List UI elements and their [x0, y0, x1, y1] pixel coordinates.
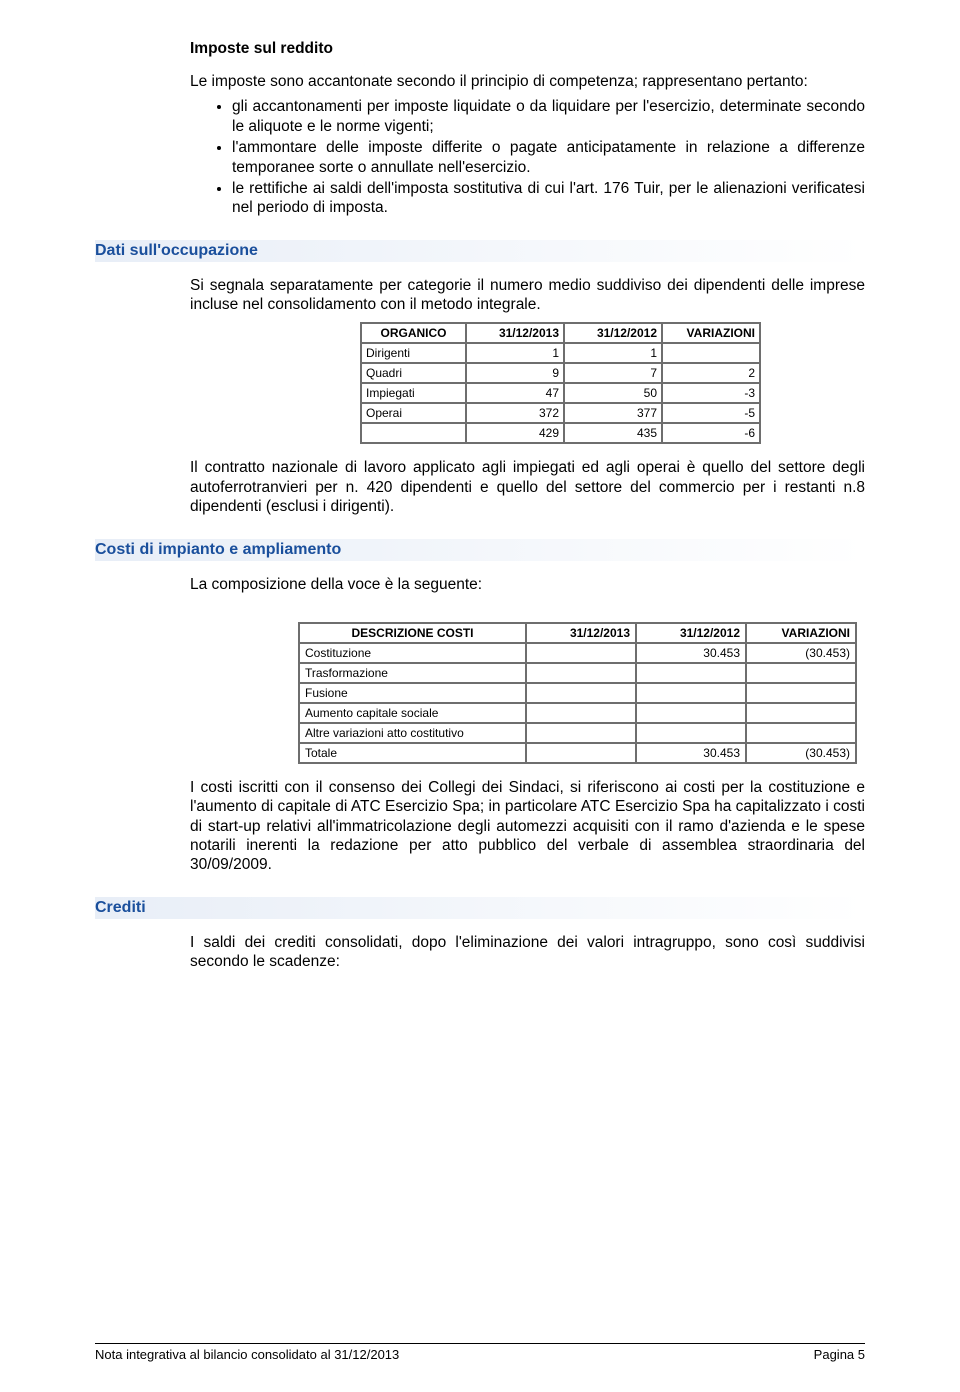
table-row: Impiegati 47 50 -3 — [361, 383, 760, 403]
cell — [526, 703, 636, 723]
col-organico: ORGANICO — [361, 323, 466, 343]
cell — [526, 663, 636, 683]
cell — [746, 663, 856, 683]
cell: Operai — [361, 403, 466, 423]
cell: Altre variazioni atto costitutivo — [299, 723, 526, 743]
table-total-row: Totale 30.453 (30.453) — [299, 743, 856, 763]
cell: Impiegati — [361, 383, 466, 403]
cell: Fusione — [299, 683, 526, 703]
imposte-bullet: gli accantonamenti per imposte liquidate… — [232, 97, 865, 136]
table-row: Quadri 9 7 2 — [361, 363, 760, 383]
cell: Totale — [299, 743, 526, 763]
table-row: Fusione — [299, 683, 856, 703]
cell: -6 — [662, 423, 760, 443]
cell: 50 — [564, 383, 662, 403]
cell: Trasformazione — [299, 663, 526, 683]
cell — [746, 683, 856, 703]
cell: 372 — [466, 403, 564, 423]
cell: (30.453) — [746, 643, 856, 663]
cell — [636, 683, 746, 703]
occupazione-after: Il contratto nazionale di lavoro applica… — [190, 458, 865, 516]
table-row: Costituzione 30.453 (30.453) — [299, 643, 856, 663]
cell — [526, 683, 636, 703]
cell: 30.453 — [636, 743, 746, 763]
cell: Aumento capitale sociale — [299, 703, 526, 723]
cell: 30.453 — [636, 643, 746, 663]
cell: Quadri — [361, 363, 466, 383]
organico-table: ORGANICO 31/12/2013 31/12/2012 VARIAZION… — [360, 322, 761, 444]
cell: -5 — [662, 403, 760, 423]
table-row: Trasformazione — [299, 663, 856, 683]
imposte-section: Imposte sul reddito Le imposte sono acca… — [190, 40, 865, 218]
cell — [662, 343, 760, 363]
cell — [636, 723, 746, 743]
col-2012: 31/12/2012 — [564, 323, 662, 343]
cell — [746, 703, 856, 723]
cell — [526, 743, 636, 763]
cell: 7 — [564, 363, 662, 383]
cell: 47 — [466, 383, 564, 403]
table-total-row: 429 435 -6 — [361, 423, 760, 443]
cell: -3 — [662, 383, 760, 403]
cell: 377 — [564, 403, 662, 423]
cell: Dirigenti — [361, 343, 466, 363]
table-row: Operai 372 377 -5 — [361, 403, 760, 423]
cell: 1 — [564, 343, 662, 363]
impianto-section: La composizione della voce è la seguente… — [190, 575, 865, 875]
table-header-row: DESCRIZIONE COSTI 31/12/2013 31/12/2012 … — [299, 623, 856, 643]
imposte-title: Imposte sul reddito — [190, 40, 865, 58]
occupazione-intro: Si segnala separatamente per categorie i… — [190, 276, 865, 315]
impianto-intro: La composizione della voce è la seguente… — [190, 575, 865, 594]
cell: (30.453) — [746, 743, 856, 763]
col-2013: 31/12/2013 — [526, 623, 636, 643]
cell: 2 — [662, 363, 760, 383]
costi-table: DESCRIZIONE COSTI 31/12/2013 31/12/2012 … — [298, 622, 857, 764]
cell: 429 — [466, 423, 564, 443]
footer-left: Nota integrativa al bilancio consolidato… — [95, 1347, 399, 1362]
crediti-heading: Crediti — [95, 897, 865, 919]
cell — [526, 723, 636, 743]
cell: 1 — [466, 343, 564, 363]
table-row: Aumento capitale sociale — [299, 703, 856, 723]
impianto-heading: Costi di impianto e ampliamento — [95, 539, 865, 561]
table-row: Dirigenti 1 1 — [361, 343, 760, 363]
cell — [361, 423, 466, 443]
cell — [636, 703, 746, 723]
cell — [746, 723, 856, 743]
table-row: Altre variazioni atto costitutivo — [299, 723, 856, 743]
col-descrizione: DESCRIZIONE COSTI — [299, 623, 526, 643]
crediti-section: I saldi dei crediti consolidati, dopo l'… — [190, 933, 865, 972]
imposte-intro: Le imposte sono accantonate secondo il p… — [190, 72, 865, 91]
crediti-text: I saldi dei crediti consolidati, dopo l'… — [190, 933, 865, 972]
cell — [526, 643, 636, 663]
imposte-bullet: le rettifiche ai saldi dell'imposta sost… — [232, 179, 865, 218]
cell: 435 — [564, 423, 662, 443]
col-2012: 31/12/2012 — [636, 623, 746, 643]
imposte-bullet: l'ammontare delle imposte differite o pa… — [232, 138, 865, 177]
occupazione-heading: Dati sull'occupazione — [95, 240, 865, 262]
col-2013: 31/12/2013 — [466, 323, 564, 343]
imposte-bullets: gli accantonamenti per imposte liquidate… — [190, 97, 865, 217]
impianto-after: I costi iscritti con il consenso dei Col… — [190, 778, 865, 875]
cell: Costituzione — [299, 643, 526, 663]
footer-right: Pagina 5 — [814, 1347, 865, 1362]
cell: 9 — [466, 363, 564, 383]
page: Imposte sul reddito Le imposte sono acca… — [0, 0, 960, 1392]
page-footer: Nota integrativa al bilancio consolidato… — [95, 1343, 865, 1362]
col-variazioni: VARIAZIONI — [662, 323, 760, 343]
col-variazioni: VARIAZIONI — [746, 623, 856, 643]
occupazione-section: Si segnala separatamente per categorie i… — [190, 276, 865, 517]
table-header-row: ORGANICO 31/12/2013 31/12/2012 VARIAZION… — [361, 323, 760, 343]
cell — [636, 663, 746, 683]
